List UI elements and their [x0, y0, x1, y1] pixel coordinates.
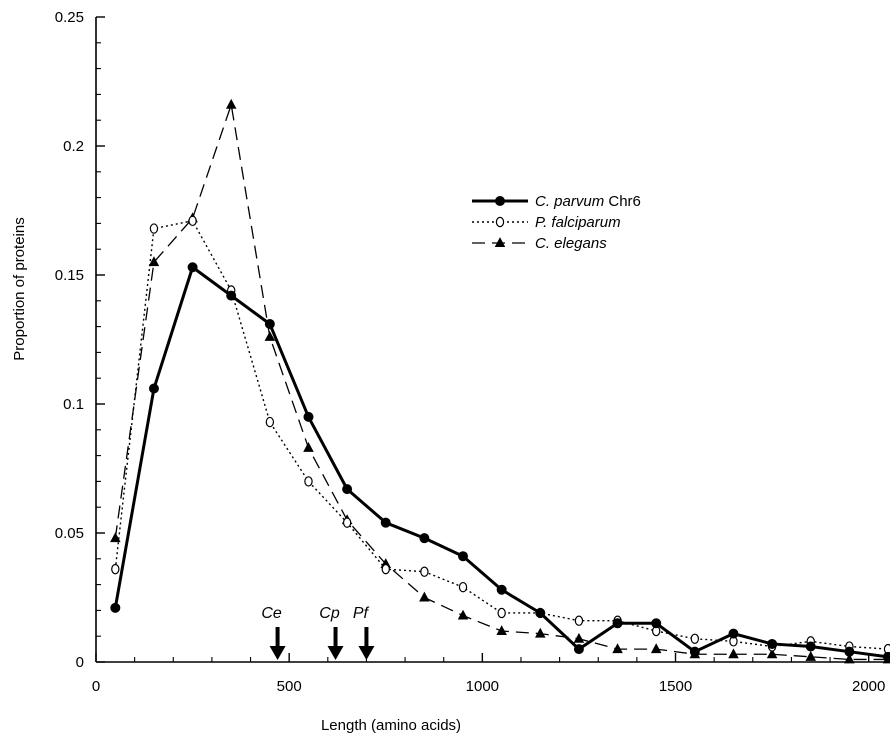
x-axis: 0 500 1000 1500 2000 [92, 653, 885, 695]
data-point [844, 653, 855, 664]
data-point [342, 517, 352, 528]
data-point [110, 532, 121, 543]
plot-frame [95, 17, 888, 663]
y-tick-label: 0.2 [63, 138, 84, 155]
data-point [420, 566, 429, 577]
data-point [689, 646, 700, 657]
data-point [766, 648, 778, 659]
data-point [805, 641, 816, 652]
x-tick-label: 500 [277, 678, 302, 695]
data-point [883, 651, 890, 662]
data-point [225, 98, 237, 109]
series-line [113, 265, 889, 659]
data-point [535, 607, 546, 618]
data-point [188, 215, 197, 227]
data-point [111, 563, 120, 575]
data-point [264, 331, 276, 341]
data-point [265, 416, 275, 428]
data-point [149, 223, 159, 234]
legend-item: P. falciparum [472, 214, 621, 231]
x-tick-label: 1500 [659, 678, 692, 695]
data-point [419, 591, 430, 602]
data-point [497, 607, 506, 619]
series-line [114, 104, 888, 661]
data-point [458, 551, 469, 562]
legend-label: P. falciparum [535, 214, 621, 231]
y-tick-label: 0 [76, 654, 84, 671]
data-point [457, 609, 469, 620]
series-c-parvum [110, 262, 890, 662]
data-point [496, 625, 507, 636]
data-point [264, 319, 275, 330]
data-point [651, 618, 662, 629]
legend-label: C. elegans [535, 235, 607, 252]
data-point [767, 638, 778, 649]
legend-marker [495, 216, 505, 228]
data-point [304, 476, 313, 487]
legend-item: C. elegans [472, 235, 607, 252]
legend-label-species: P. falciparum [535, 214, 621, 231]
legend-item: C. parvum Chr6 [472, 193, 641, 210]
data-point [844, 646, 855, 657]
arrow-head [269, 646, 286, 660]
data-point [535, 627, 546, 638]
data-point [458, 581, 468, 593]
data-point [148, 256, 160, 267]
legend-label-species: C. parvum [535, 193, 604, 210]
arrow-head [327, 646, 344, 660]
annotation-pf: Pf [353, 605, 375, 660]
legend-label-suffix: Chr6 [604, 193, 641, 210]
series-c-elegans [110, 98, 890, 664]
legend-label-species: C. elegans [535, 235, 607, 252]
x-tick-label: 2000 [852, 678, 885, 695]
arrow-head [358, 646, 375, 660]
data-point [574, 615, 584, 626]
data-point [728, 628, 739, 639]
data-point [342, 484, 353, 495]
y-tick-label: 0.15 [55, 267, 84, 284]
data-point [303, 442, 314, 452]
series-layer [110, 98, 890, 664]
annotation-cp: Cp [319, 605, 344, 660]
data-point [573, 644, 584, 655]
data-point [650, 643, 662, 654]
x-tick-label: 1000 [466, 678, 499, 695]
annotation-ce: Ce [261, 605, 286, 660]
y-tick-label: 0.05 [55, 525, 84, 542]
data-point [690, 633, 700, 644]
y-tick-label: 0.1 [63, 396, 84, 413]
data-point [573, 632, 585, 643]
data-point [303, 411, 314, 422]
y-axis: 0 0.05 0.1 0.15 0.2 0.25 [55, 9, 105, 671]
annotation-label: Pf [353, 605, 370, 622]
data-point [226, 290, 237, 301]
x-tick-label: 0 [92, 678, 100, 695]
data-point [380, 517, 391, 528]
legend-marker [494, 237, 506, 248]
data-point [612, 643, 623, 654]
x-axis-title: Length (amino acids) [321, 717, 461, 734]
legend-marker [495, 196, 505, 206]
data-point [110, 602, 121, 613]
legend: C. parvum Chr6 P. falciparum C. elegans [472, 193, 641, 252]
data-point [805, 650, 816, 661]
legend-label: C. parvum Chr6 [535, 193, 641, 210]
annotation-layer: Ce Cp Pf [261, 605, 375, 660]
y-axis-title: Proportion of proteins [11, 217, 28, 360]
annotation-label: Ce [261, 605, 282, 622]
data-point [419, 533, 430, 544]
data-point [381, 563, 390, 575]
data-point [728, 648, 739, 659]
y-tick-label: 0.25 [55, 9, 84, 26]
data-point [496, 584, 507, 595]
data-point [187, 262, 198, 273]
annotation-label: Cp [319, 605, 340, 622]
data-point [148, 383, 159, 394]
data-point [612, 618, 623, 629]
